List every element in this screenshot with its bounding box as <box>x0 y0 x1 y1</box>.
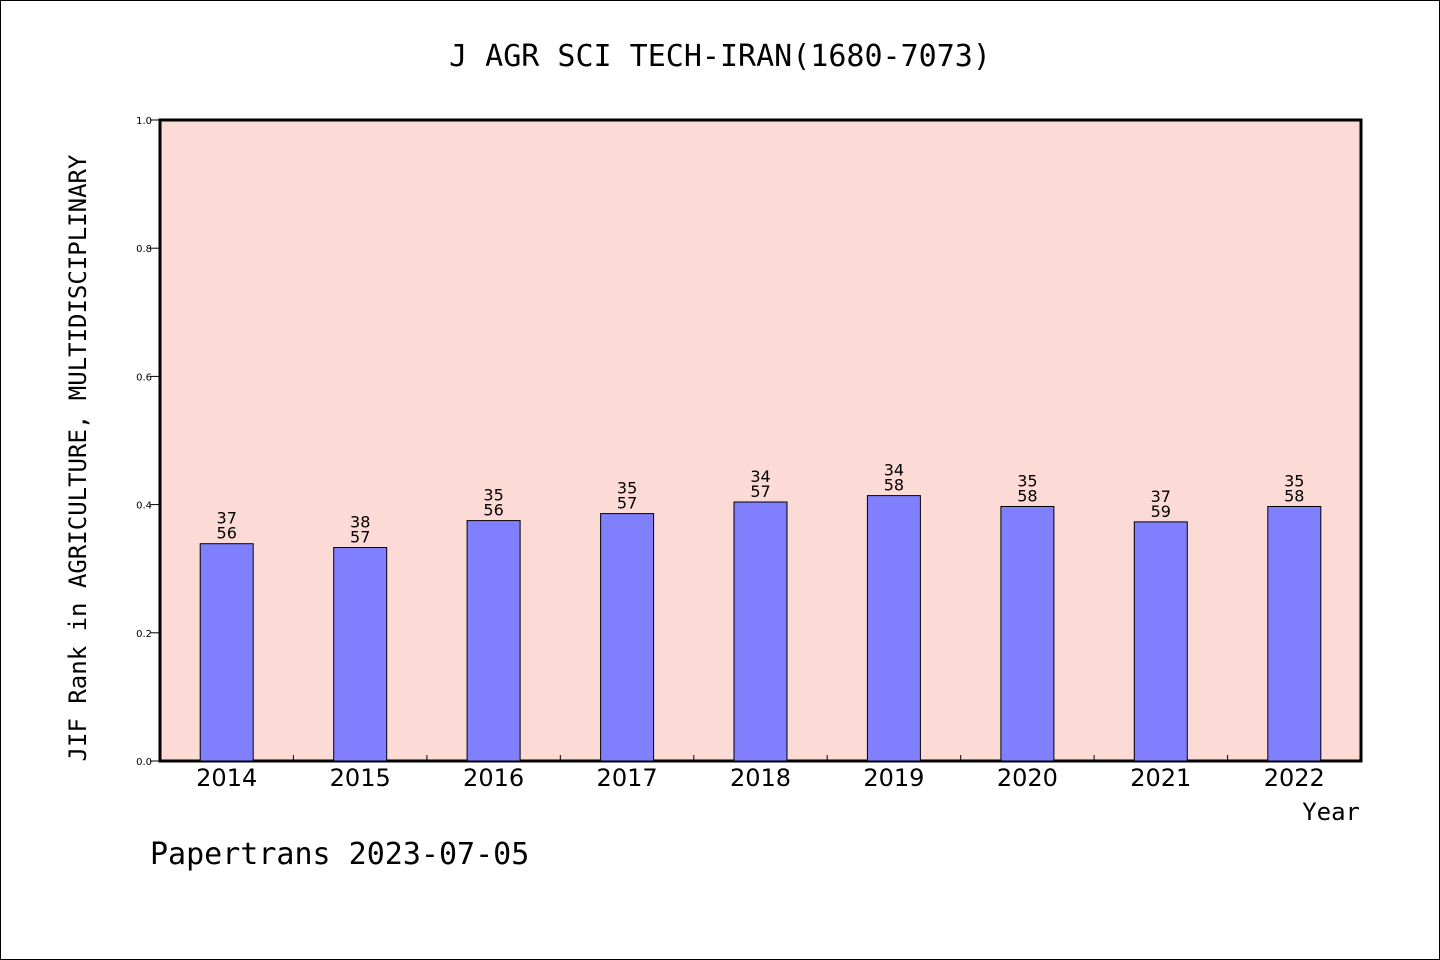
bars-layer <box>199 495 1322 762</box>
bar-2019 <box>866 495 921 762</box>
y-tick-label: 0.4 <box>136 501 152 512</box>
chart-title: J AGR SCI TECH-IRAN(1680-7073) <box>449 39 991 74</box>
x-tick-label-2014: 2014 <box>196 764 257 792</box>
x-tick-label-2016: 2016 <box>463 764 524 792</box>
bar-label-rank-2021: 37 <box>1151 487 1171 506</box>
bar-label-total-2014: 56 <box>217 524 237 543</box>
y-tick-label: 1.0 <box>136 116 152 127</box>
x-tick-label-2020: 2020 <box>997 764 1058 792</box>
bar-2017 <box>600 513 655 762</box>
bar-label-rank-2022: 35 <box>1284 472 1304 491</box>
y-axis: 0.0 0.2 0.4 0.6 0.8 1.0 <box>136 116 160 768</box>
bar-label-rank-2018: 34 <box>750 467 770 486</box>
bar-2021 <box>1133 521 1188 762</box>
bar-label-total-2018: 57 <box>750 482 770 501</box>
bar-label-rank-2015: 38 <box>350 513 370 532</box>
bar-2020 <box>1000 506 1055 762</box>
bar-label-rank-2016: 35 <box>483 486 503 505</box>
x-tick-label-2022: 2022 <box>1264 764 1325 792</box>
bar-label-total-2020: 58 <box>1017 487 1037 506</box>
bar-label-rank-2020: 35 <box>1017 472 1037 491</box>
bar-label-total-2022: 58 <box>1284 487 1304 506</box>
bar-label-total-2015: 57 <box>350 528 370 547</box>
y-tick-label: 0.6 <box>136 372 152 383</box>
bar-label-total-2019: 58 <box>884 476 904 495</box>
x-axis-label: Year <box>1302 798 1360 826</box>
bar-label-total-2016: 56 <box>483 501 503 520</box>
bar-label-total-2021: 59 <box>1151 502 1171 521</box>
y-axis-label: JIF Rank in AGRICULTURE, MULTIDISCIPLINA… <box>64 154 92 761</box>
x-tick-label-2017: 2017 <box>597 764 658 792</box>
x-tick-label-2021: 2021 <box>1130 764 1191 792</box>
bar-2014 <box>199 543 254 762</box>
bar-2016 <box>466 520 521 762</box>
bar-2022 <box>1267 506 1322 762</box>
bar-label-rank-2017: 35 <box>617 479 637 498</box>
footer-credit: Papertrans 2023-07-05 <box>150 837 529 872</box>
x-tick-label-2019: 2019 <box>863 764 924 792</box>
bar-label-rank-2019: 34 <box>884 461 904 480</box>
y-tick-label: 0.0 <box>136 757 152 768</box>
x-tick-label-2018: 2018 <box>730 764 791 792</box>
y-tick-label: 0.8 <box>136 244 152 255</box>
x-tick-label-2015: 2015 <box>330 764 391 792</box>
bar-2015 <box>333 547 388 762</box>
bar-2018 <box>733 501 788 762</box>
bar-label-rank-2014: 37 <box>217 509 237 528</box>
y-tick-label: 0.2 <box>136 629 152 640</box>
bar-label-total-2017: 57 <box>617 494 637 513</box>
x-axis: 2014 2015 2016 2017 2018 2019 2020 2021 2022 <box>196 755 1325 792</box>
